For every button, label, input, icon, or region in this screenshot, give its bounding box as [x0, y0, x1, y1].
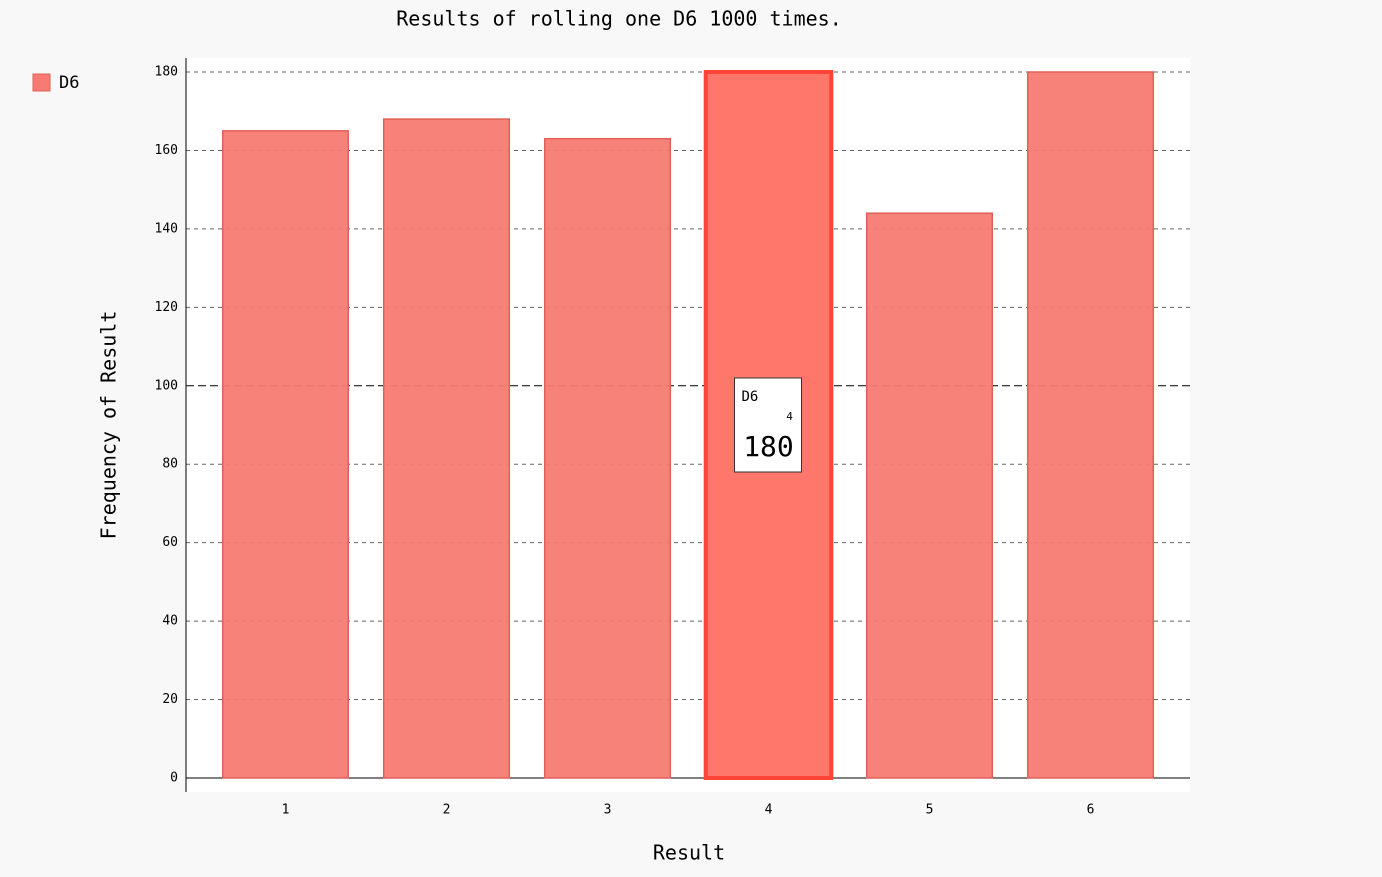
tooltip-category: 4 [786, 410, 793, 423]
bar [1026, 71, 1155, 779]
chart-title: Results of rolling one D6 1000 times. [396, 7, 842, 31]
y-tick-label: 160 [155, 143, 178, 158]
tooltip-value: 180 [743, 430, 794, 463]
tooltip-series: D6 [742, 389, 759, 405]
tooltip-box [734, 377, 802, 473]
legend-label: D6 [59, 73, 79, 93]
x-tick-label: 4 [765, 803, 773, 818]
x-axis-label: Result [653, 841, 725, 865]
y-tick-label: 60 [162, 535, 178, 550]
y-tick-label: 120 [155, 300, 178, 315]
y-tick-label: 180 [155, 65, 178, 80]
x-tick-label: 3 [604, 803, 612, 818]
bar [382, 118, 511, 779]
y-tick-label: 100 [155, 378, 178, 393]
legend-swatch [32, 73, 51, 92]
y-tick-label: 80 [162, 457, 178, 472]
y-tick-label: 0 [170, 771, 178, 786]
y-tick-label: 20 [162, 692, 178, 707]
y-tick-label: 140 [155, 221, 178, 236]
x-tick-label: 2 [443, 803, 451, 818]
bar [543, 137, 672, 779]
y-tick-label: 40 [162, 614, 178, 629]
bar [221, 130, 350, 779]
x-tick-label: 1 [282, 803, 290, 818]
x-tick-label: 6 [1087, 803, 1095, 818]
x-tick-label: 5 [926, 803, 934, 818]
y-axis-label: Frequency of Result [97, 311, 121, 540]
plot-area [186, 58, 1190, 792]
bar [865, 212, 994, 779]
